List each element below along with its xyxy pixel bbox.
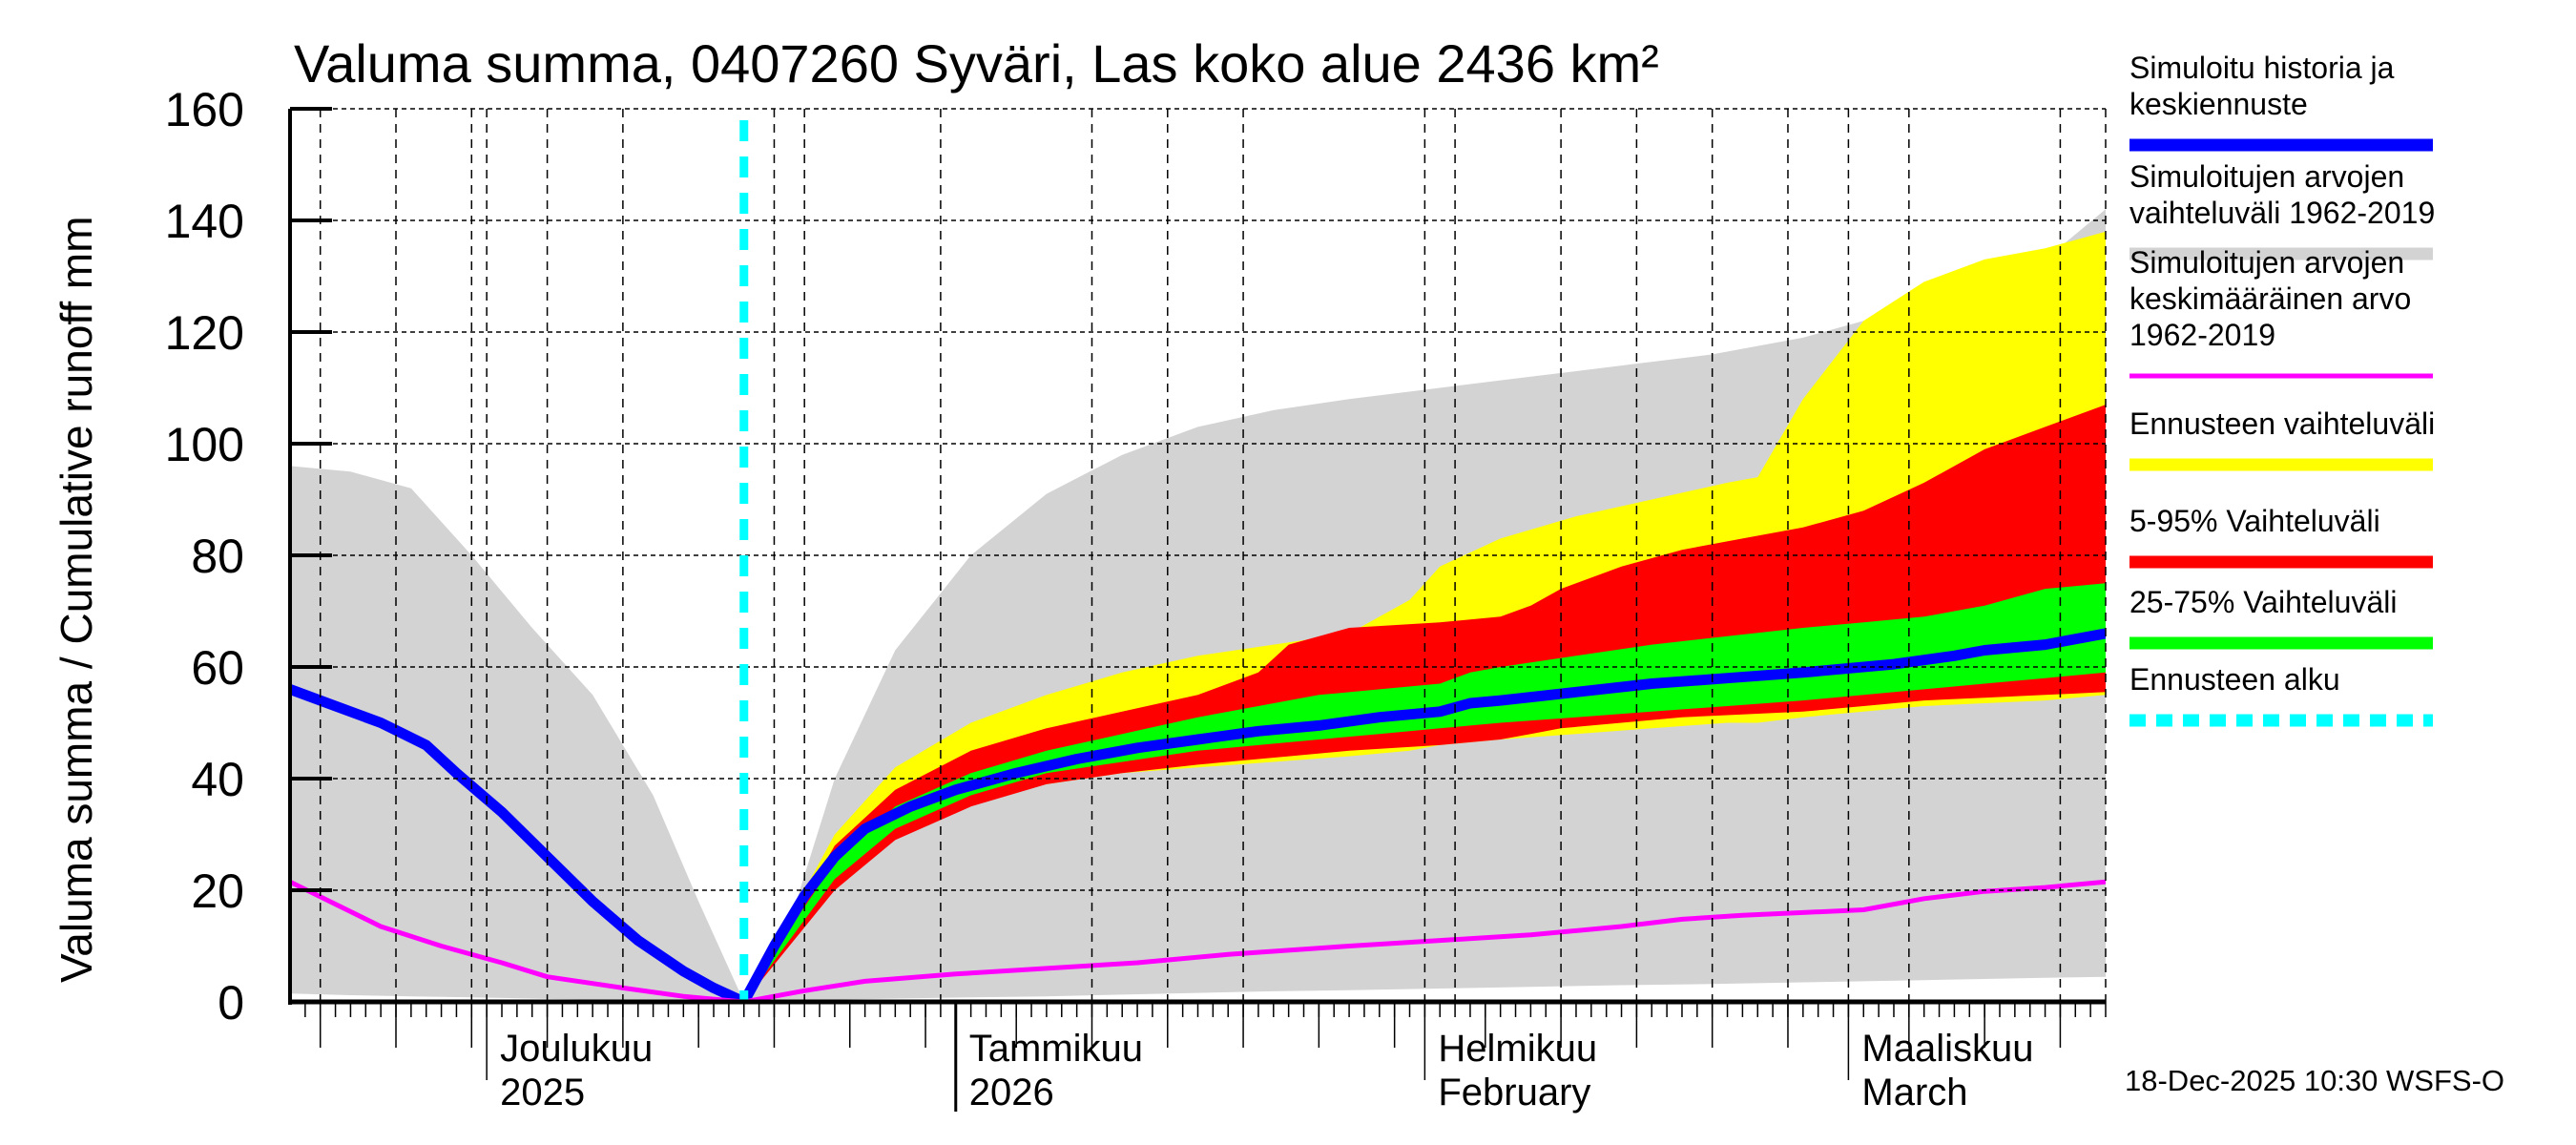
legend-item: 5-95% Vaihteluväli [2129,504,2433,569]
y-tick-label: 140 [165,195,244,248]
legend-item: 25-75% Vaihteluväli [2129,585,2433,650]
legend-label: 25-75% Vaihteluväli [2129,585,2397,619]
y-tick-label: 40 [191,753,244,806]
x-month-label: Tammikuu [969,1028,1143,1070]
x-month-sublabel: February [1438,1072,1590,1114]
legend-label: Simuloitu historia ja [2129,51,2395,85]
x-month-sublabel: 2025 [500,1072,585,1114]
band-25-75-vaihteluv-li [743,583,2106,1002]
legend: Simuloitu historia jakeskiennusteSimuloi… [2129,51,2435,727]
y-tick-label: 20 [191,864,244,918]
legend-label: 1962-2019 [2129,318,2275,352]
series-group [290,209,2106,1002]
legend-item: Ennusteen vaihteluväli [2129,406,2435,471]
x-month-sublabel: 2026 [969,1072,1054,1114]
x-month-label: Maaliskuu [1861,1028,2033,1070]
legend-label: keskimääräinen arvo [2129,281,2411,316]
y-tick-label: 80 [191,530,244,583]
x-month-label: Helmikuu [1438,1028,1597,1070]
legend-label: keskiennuste [2129,87,2308,121]
y-tick-label: 60 [191,641,244,695]
legend-label: Simuloitujen arvojen [2129,245,2404,280]
y-tick-label: 160 [165,83,244,136]
y-tick-label: 0 [218,976,244,1030]
footer-timestamp: 18-Dec-2025 10:30 WSFS-O [2125,1064,2504,1097]
grid [290,108,2107,1002]
legend-label: 5-95% Vaihteluväli [2129,504,2380,538]
y-tick-label: 100 [165,418,244,471]
legend-label: Ennusteen alku [2129,662,2340,697]
chart-title: Valuma summa, 0407260 Syväri, Las koko a… [294,33,1659,94]
legend-label: vaihteluväli 1962-2019 [2129,196,2435,230]
x-month-sublabel: March [1861,1072,1967,1114]
legend-label: Ennusteen vaihteluväli [2129,406,2435,441]
y-axis-label: Valuma summa / Cumulative runoff mm [52,216,101,983]
band-simuloitujen-arvojen-vaihteluv-li-1962-2019 [290,209,2106,1002]
y-tick-label: 120 [165,306,244,360]
legend-item: Ennusteen alku [2129,662,2433,727]
x-month-label: Joulukuu [500,1028,653,1070]
plot-area [290,209,2106,1002]
legend-label: Simuloitujen arvojen [2129,159,2404,194]
